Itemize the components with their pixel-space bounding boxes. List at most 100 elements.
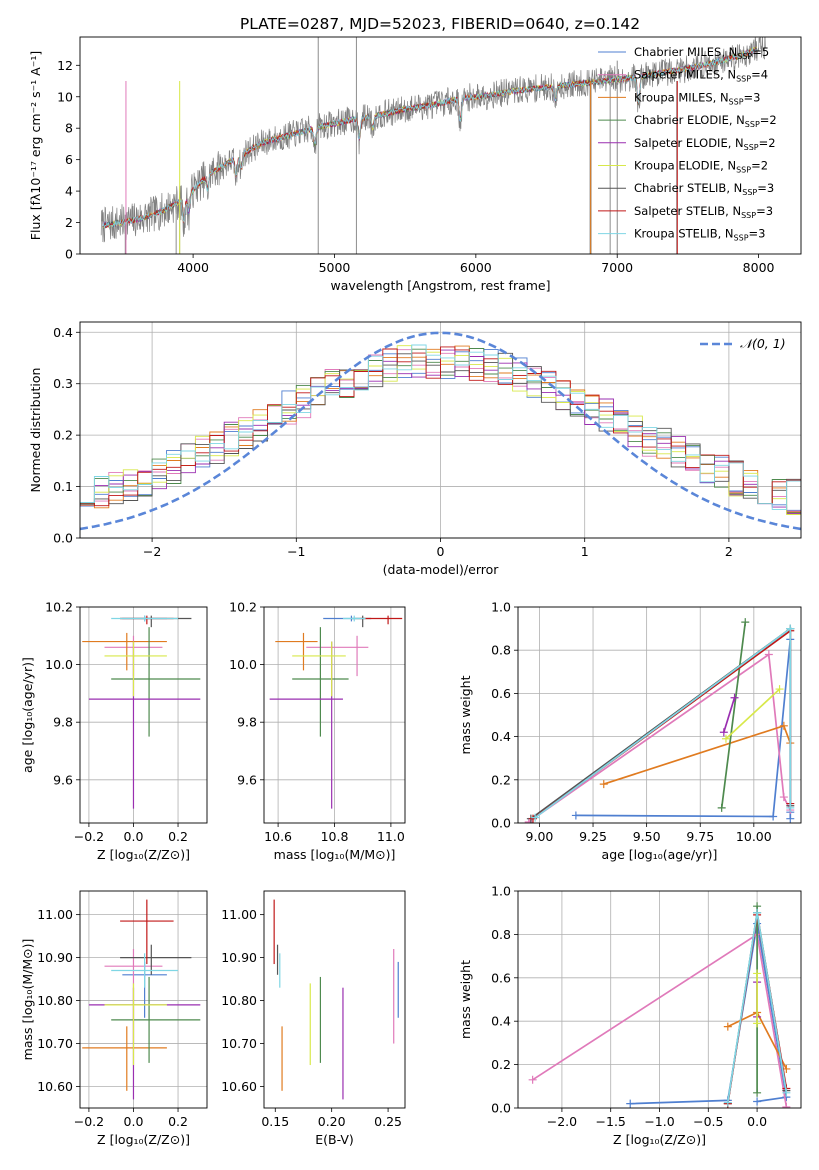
x-axis-label: (data-model)/error	[383, 562, 500, 577]
x-tick-label: −1.0	[644, 1114, 674, 1129]
x-tick-label: −0.2	[74, 1114, 104, 1129]
weight-marker	[779, 793, 788, 802]
panel-mass-vs-ebv: 0.15 0.20 0.25 10.60 10.70 10.80 10.90 11.00 E(B…	[221, 890, 406, 1147]
y-axis-label: age [log₁₀(age/yr)]	[20, 657, 35, 773]
weight-marker	[779, 721, 788, 730]
plot-area-spectrum	[100, 37, 766, 254]
weight-marker	[741, 618, 750, 627]
errorbar-5	[104, 983, 167, 1066]
weight-marker	[719, 728, 728, 737]
errorbar-5	[292, 641, 346, 697]
y-axis-label: mass weight	[458, 675, 473, 754]
y-tick-label: 0.4	[491, 1014, 511, 1029]
weight-marker	[599, 780, 608, 789]
x-tick-label: 11.0	[377, 829, 405, 844]
y-tick-label: 0.2	[53, 428, 73, 443]
x-tick-label: −0.5	[693, 1114, 723, 1129]
y-tick-label: 10.70	[221, 1036, 257, 1051]
y-tick-label: 10.2	[45, 600, 73, 615]
panel-weight-vs-Z: −2.0 −1.5 −1.0 −0.5 0.0 0.0 0.2 0.4 0.6 0.8 1.0 Z […	[458, 884, 802, 1147]
plot-area-weight-vs-age	[524, 618, 795, 823]
x-tick-label: −0.2	[74, 829, 104, 844]
y-tick-label: 0.3	[53, 376, 73, 391]
errorbar-1	[306, 635, 369, 677]
x-tick-label: 0	[437, 544, 445, 559]
axes-frame	[79, 890, 208, 1109]
weight-marker	[721, 734, 730, 743]
y-tick-label: 10.90	[221, 950, 257, 965]
y-tick-label: 1.0	[491, 884, 511, 899]
weight-marker	[753, 908, 762, 917]
x-axis-label: wavelength [Angstrom, rest frame]	[330, 278, 550, 293]
y-axis-label: mass [log₁₀(M/M⊙)]	[20, 939, 35, 1061]
x-tick-label: 9.50	[633, 829, 661, 844]
weight-marker	[753, 1097, 762, 1106]
x-tick-label: 2	[725, 544, 733, 559]
weight-marker	[753, 1019, 762, 1028]
legend-label: 𝒩(0, 1)	[740, 336, 786, 351]
x-axis-label: Z [log₁₀(Z/Z⊙)]	[97, 847, 190, 862]
x-tick-label: 8000	[743, 260, 775, 275]
weight-line-3	[720, 621, 747, 809]
weight-marker	[528, 1075, 537, 1084]
plot-area-residuals	[80, 331, 801, 531]
y-tick-label: 0.2	[491, 1057, 511, 1072]
legend-label: Salpeter ELODIE, NSSP=2	[634, 136, 776, 152]
y-tick-label: 10.2	[229, 600, 257, 615]
weight-marker	[764, 650, 773, 659]
x-tick-label: 0.15	[261, 1114, 289, 1129]
x-tick-label: −2	[143, 544, 161, 559]
x-tick-label: 0.0	[124, 829, 144, 844]
y-tick-label: 10.90	[37, 950, 73, 965]
panel-spectrum: 4000 5000 6000 7000 8000 0 2 4 6 8 10 12 wavelength …	[28, 36, 802, 293]
x-tick-label: 5000	[319, 260, 351, 275]
x-axis-label: age [log₁₀(age/yr)]	[602, 847, 718, 862]
y-tick-label: 0.4	[53, 325, 73, 340]
weight-marker	[786, 624, 795, 633]
legend-label: Kroupa STELIB, NSSP=3	[634, 227, 765, 243]
x-axis-label: E(B-V)	[315, 1132, 354, 1147]
legend-label: Salpeter STELIB, NSSP=3	[634, 204, 773, 220]
errorbar-3	[292, 627, 349, 737]
x-tick-label: −1	[287, 544, 305, 559]
y-tick-label: 10.60	[221, 1079, 257, 1094]
legend-label: Salpeter MILES, NSSP=4	[634, 68, 768, 84]
plot-area-mass-vs-ebv	[273, 899, 399, 1100]
axes-frame	[517, 606, 802, 824]
weight-marker	[769, 812, 778, 821]
errorbar-3	[111, 976, 201, 1063]
axes-frame	[263, 606, 406, 824]
y-tick-label: 10.80	[221, 993, 257, 1008]
panel-age-vs-mass: 10.6 10.8 11.0 9.6 9.8 10.0 10.2 mass [log₁₀(M/…	[229, 600, 406, 862]
y-tick-label: 10.0	[229, 657, 257, 672]
y-tick-label: 0.6	[491, 686, 511, 701]
y-tick-label: 10.60	[37, 1079, 73, 1094]
x-tick-label: 10.6	[264, 829, 292, 844]
model-spectrum-8	[102, 46, 757, 229]
x-tick-label: 0.0	[747, 1114, 767, 1129]
errorbar-7	[359, 615, 403, 625]
y-tick-label: 9.8	[53, 715, 73, 730]
errorbar-2	[82, 1026, 167, 1091]
weight-marker	[723, 1098, 732, 1107]
y-tick-label: 0.2	[491, 772, 511, 787]
x-tick-label: 0.0	[124, 1114, 144, 1129]
y-tick-label: 10.80	[37, 993, 73, 1008]
residual-histogram-7	[80, 346, 801, 507]
x-tick-label: 6000	[460, 260, 492, 275]
y-tick-label: 0.0	[491, 816, 511, 831]
spectrum-legend: Chabrier MILES, NSSP=5 Salpeter MILES, NS…	[598, 45, 777, 243]
y-tick-label: 9.6	[53, 772, 73, 787]
errorbar-8	[111, 953, 179, 988]
panel-age-vs-Z: −0.2 0.0 0.2 9.6 9.8 10.0 10.2 Z [log₁₀(Z/Z⊙)] a…	[20, 600, 208, 862]
plot-area-age-vs-Z	[82, 615, 201, 809]
figure-title: PLATE=0287, MJD=52023, FIBERID=0640, z=0…	[240, 15, 640, 33]
weight-marker	[753, 969, 762, 978]
legend-label: Kroupa ELODIE, NSSP=2	[634, 159, 768, 175]
x-tick-label: 9.00	[526, 829, 554, 844]
x-tick-label: 0.20	[318, 1114, 346, 1129]
y-tick-label: 0	[65, 247, 73, 262]
x-tick-label: 9.25	[579, 829, 607, 844]
errorbar-2	[275, 632, 318, 671]
